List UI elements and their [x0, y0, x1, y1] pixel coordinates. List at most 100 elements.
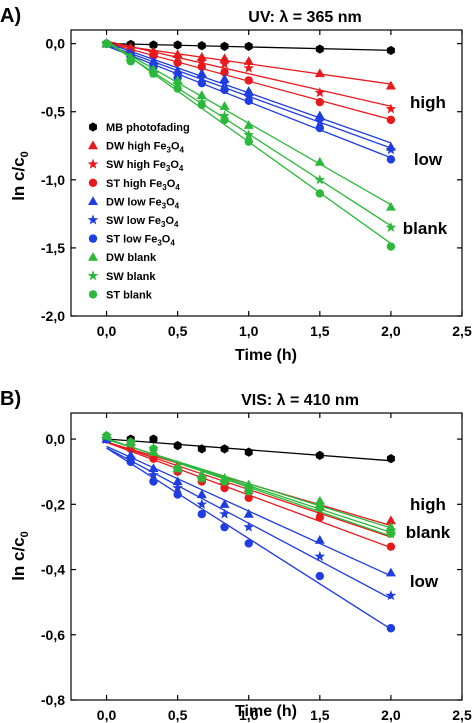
legend-label-part: 3	[167, 146, 172, 155]
data-point	[315, 44, 324, 54]
data-point	[196, 489, 207, 499]
series-0	[102, 39, 395, 56]
y-axis-label-main: ln c/c	[9, 157, 28, 200]
legend-label-part: SW high Fe	[106, 159, 166, 171]
data-point	[315, 503, 325, 512]
legend-label-part: DW high Fe	[106, 141, 167, 153]
data-point	[196, 72, 208, 83]
legend-label: SW blank	[106, 271, 156, 283]
legend-label: ST low Fe3O4	[106, 234, 175, 248]
data-point	[243, 120, 254, 129]
legend-label-part: O	[170, 159, 179, 171]
y-axis-label: ln c/c0	[9, 531, 31, 581]
chart-title: VIS: λ = 410 nm	[241, 392, 359, 409]
data-point	[219, 110, 230, 121]
data-point	[220, 68, 229, 77]
legend-label: ST blank	[106, 289, 153, 301]
data-point	[220, 85, 229, 95]
data-point	[244, 447, 253, 457]
x-tick-label: 2,0	[381, 323, 401, 339]
y-tick-label: -0,8	[41, 692, 65, 708]
data-point	[220, 477, 229, 486]
x-axis-label: Time (h)	[235, 703, 297, 720]
x-tick-label: 1,5	[310, 707, 330, 723]
data-point	[315, 571, 325, 581]
data-point	[219, 77, 230, 88]
data-point	[385, 221, 397, 233]
data-point	[197, 474, 207, 483]
x-tick-label: 1,5	[310, 323, 330, 339]
series-3	[102, 39, 396, 125]
series-4	[101, 433, 396, 577]
data-point	[172, 67, 183, 79]
y-axis-label-subscript: 0	[19, 531, 31, 537]
legend-label: SW high Fe3O4	[106, 159, 184, 173]
data-point	[244, 76, 253, 85]
data-point	[197, 41, 206, 51]
series-6	[102, 434, 396, 633]
data-point	[220, 444, 229, 454]
data-point	[148, 469, 159, 480]
data-point	[243, 129, 255, 140]
y-axis-label: ln c/c0	[9, 151, 31, 201]
data-point	[220, 483, 229, 493]
legend-label-part: DW low Fe	[106, 196, 162, 208]
data-point	[315, 97, 325, 107]
legend-label-part: 4	[174, 220, 179, 229]
data-point	[386, 454, 395, 464]
legend-marker	[87, 158, 99, 169]
legend-label-part: 4	[180, 146, 185, 155]
legend-marker	[87, 270, 99, 281]
data-point	[196, 498, 208, 509]
data-point	[197, 78, 207, 88]
y-tick-label: -0,2	[41, 496, 65, 512]
data-point	[386, 529, 396, 538]
data-point	[244, 96, 253, 106]
legend-label-part: O	[162, 234, 171, 246]
series-group-label: high	[410, 495, 446, 514]
y-tick-label: -2,0	[41, 308, 65, 324]
legend-label: DW high Fe3O4	[106, 141, 185, 155]
data-point	[172, 482, 183, 493]
y-tick-label: 0,0	[46, 431, 66, 447]
data-point	[197, 444, 206, 454]
data-point	[244, 137, 253, 146]
data-point	[385, 567, 396, 577]
data-point	[385, 515, 396, 525]
legend-label-part: 3	[161, 220, 166, 229]
data-point	[244, 487, 253, 496]
data-point	[315, 513, 325, 522]
data-point	[243, 86, 254, 95]
y-tick-label: -1,0	[41, 172, 65, 188]
legend-label: DW blank	[106, 252, 157, 264]
y-tick-label: -0,6	[41, 627, 65, 643]
data-point	[314, 534, 325, 544]
data-point	[385, 103, 397, 114]
y-axis-label-main: ln c/c	[9, 537, 28, 580]
data-point	[386, 624, 396, 633]
x-tick-label: 2,5	[452, 323, 472, 339]
data-point	[386, 542, 396, 551]
legend-label: ST high Fe3O4	[106, 178, 180, 192]
data-point	[244, 539, 253, 548]
data-point	[173, 464, 182, 473]
data-point	[102, 39, 111, 48]
y-tick-label: 0,0	[46, 36, 66, 52]
legend-label-part: 3	[162, 201, 167, 210]
data-point	[149, 69, 158, 78]
data-point	[220, 522, 229, 532]
data-point	[243, 62, 255, 73]
x-tick-label: 0,5	[168, 323, 188, 339]
data-point	[196, 55, 208, 66]
data-point	[386, 115, 396, 125]
series-group-label: high	[410, 93, 446, 112]
data-point	[243, 56, 254, 65]
data-point	[243, 521, 255, 532]
data-point	[314, 174, 326, 185]
legend-marker	[88, 252, 98, 261]
series-group-label: low	[414, 150, 443, 169]
data-point	[315, 123, 325, 133]
data-point	[385, 201, 396, 211]
